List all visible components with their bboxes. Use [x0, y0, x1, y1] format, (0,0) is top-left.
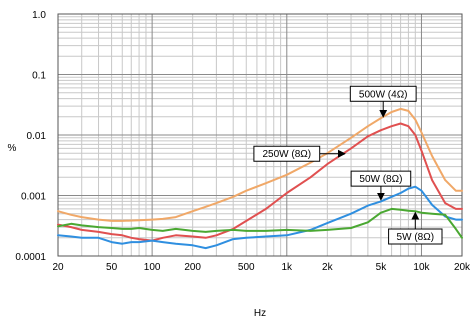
annotation-label: 5W (8Ω) [397, 232, 434, 243]
x-tick-label: 10k [413, 262, 430, 273]
x-tick-label: 20 [52, 262, 64, 273]
x-axis-title: Hz [254, 308, 266, 319]
x-tick-label: 5k [376, 262, 388, 273]
annotation-box [388, 228, 443, 245]
series-layer [57, 107, 463, 250]
annotation-label: 250W (8Ω) [262, 149, 311, 160]
y-tick-label: 0.01 [27, 131, 47, 142]
x-tick-label: 20k [454, 262, 471, 273]
x-tick-label: 100 [144, 262, 161, 273]
annotation-layer: 500W (4Ω) 250W (8Ω) 50W (8Ω) 5W (8Ω) [253, 85, 443, 245]
x-tick-label: 500 [238, 262, 255, 273]
x-tick-label: 2k [322, 262, 334, 273]
y-axis-title: % [8, 143, 17, 154]
y-tick-labels: 1.0 0.1 0.01 0.001 0.0001 [15, 10, 46, 263]
y-tick-label: 1.0 [32, 10, 46, 21]
y-tick-label: 0.1 [32, 71, 46, 82]
x-tick-label: 200 [184, 262, 201, 273]
y-tick-label: 0.0001 [15, 252, 46, 263]
series-line-3 [57, 207, 463, 239]
annotation-label: 500W (4Ω) [359, 89, 408, 100]
x-tick-label: 50 [106, 262, 118, 273]
series-line-2 [57, 185, 463, 250]
x-tick-label: 1k [282, 262, 294, 273]
annotation-box [349, 85, 417, 102]
series-line-0 [57, 107, 463, 222]
annotation-box [253, 145, 321, 162]
x-tick-labels: 20 50 100 200 500 1k 2k 5k 10k 20k [52, 262, 471, 273]
plot-frame [57, 13, 463, 257]
y-tick-label: 0.001 [21, 192, 46, 203]
annotation-box [350, 170, 412, 187]
annotation-label: 50W (8Ω) [359, 174, 402, 185]
series-line-1 [57, 122, 463, 242]
